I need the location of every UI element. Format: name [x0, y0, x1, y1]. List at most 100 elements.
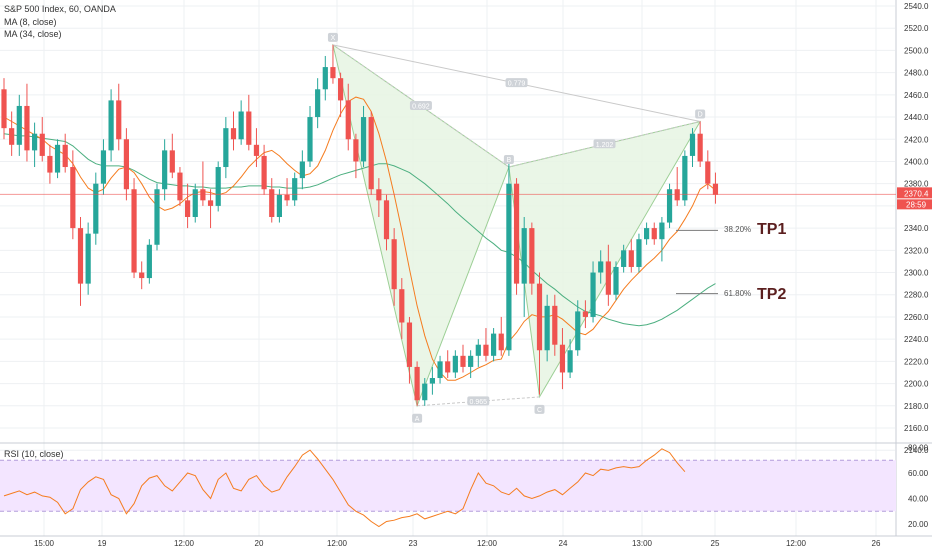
candle	[613, 261, 619, 301]
candle-body	[651, 228, 657, 240]
price-tick-label: 2480.0	[904, 69, 929, 78]
candle-body	[100, 150, 107, 184]
candle	[437, 355, 443, 384]
candle-body	[338, 78, 344, 101]
pattern-point-label: C	[537, 407, 542, 414]
pattern-point-label: D	[698, 111, 703, 118]
candle-body	[139, 272, 145, 279]
candles	[1, 44, 719, 406]
rsi-legend: RSI (10, close)	[4, 449, 64, 459]
target-lines	[676, 229, 718, 295]
price-tick-label: 2400.0	[904, 157, 929, 166]
candle	[559, 328, 566, 390]
price-tick-label: 2500.0	[904, 46, 929, 55]
price-tick-label: 2440.0	[904, 113, 929, 122]
candle	[284, 178, 290, 206]
pattern-point-a: A	[412, 413, 423, 423]
time-tick-label: 23	[409, 539, 418, 548]
candle	[223, 117, 229, 179]
candle-body	[598, 261, 604, 273]
candle-body	[682, 155, 688, 201]
candle	[253, 128, 260, 168]
candle	[445, 350, 451, 379]
time-tick-label: 13:00	[632, 539, 653, 548]
time-tick-label: 12:00	[477, 539, 498, 548]
price-tick-label: 2220.0	[904, 357, 929, 366]
candle	[162, 139, 168, 201]
candle-body	[192, 189, 198, 217]
candle-body	[207, 200, 214, 206]
candle	[177, 167, 183, 206]
candle-body	[16, 105, 22, 145]
pattern-point-b: B	[503, 155, 514, 165]
candle	[1, 78, 7, 140]
candle-body	[108, 100, 114, 151]
pattern-ratio-badge	[409, 100, 432, 110]
candle	[605, 244, 611, 306]
candle-body	[605, 261, 611, 295]
price-tick-label: 2300.0	[904, 269, 929, 278]
candle-body	[215, 167, 221, 206]
pattern-ratio: 0.692	[409, 100, 432, 110]
candle	[506, 161, 512, 356]
candle-body	[269, 189, 275, 217]
candle-body	[70, 167, 76, 229]
candle-body	[24, 105, 30, 151]
candle-body	[705, 161, 711, 184]
pattern-point-label: X	[331, 35, 336, 42]
candle	[54, 139, 61, 179]
candle-body	[391, 239, 397, 290]
candle	[659, 217, 665, 262]
candle-body	[559, 344, 566, 373]
ma8-line	[3, 96, 716, 381]
price-tick-label: 2540.0	[904, 2, 929, 11]
candle-body	[399, 289, 405, 323]
candle	[468, 350, 474, 379]
pattern-ratio-label: 0.779	[508, 81, 526, 88]
candle-body	[123, 139, 129, 190]
candle-body	[162, 150, 168, 190]
rsi-line	[3, 448, 686, 528]
candle	[575, 300, 581, 356]
candle	[628, 239, 634, 273]
pattern-ratio-badge	[593, 139, 616, 149]
candle-body	[238, 111, 244, 140]
price-axis: 2540.0 2520.0 2500.0 2480.0 2460.0 2440.0 2420…	[897, 2, 932, 455]
candle	[207, 189, 214, 229]
candle	[269, 178, 275, 223]
time-axis: 15:00 19 12:00 20 12:00 23 12:00 24 13:00 25 12:00…	[34, 539, 881, 548]
candle-body	[77, 228, 84, 284]
candle	[230, 111, 237, 151]
candle-body	[575, 311, 581, 351]
candle-body	[261, 155, 267, 190]
candle-body	[315, 89, 321, 118]
candle-body	[330, 67, 336, 79]
candle-body	[299, 161, 305, 179]
candle	[383, 194, 390, 251]
candle	[422, 378, 428, 406]
rsi-tick-label: 40.00	[908, 495, 929, 504]
candle	[307, 105, 313, 168]
candle	[345, 83, 351, 151]
candle	[16, 94, 22, 156]
candle-body	[468, 355, 474, 367]
countdown-tag: 28:59	[897, 199, 932, 210]
candle-body	[131, 189, 137, 273]
candle	[292, 172, 298, 206]
candle-body	[437, 361, 443, 379]
candle	[682, 150, 688, 206]
chart-title: S&P 500 Index, 60, OANDA	[4, 4, 116, 14]
candle-body	[146, 244, 152, 279]
candle	[536, 272, 543, 395]
candle	[674, 167, 680, 206]
candle-body	[185, 200, 191, 217]
pattern-ratio-badge	[467, 396, 490, 406]
candle	[154, 183, 160, 251]
candle-body	[307, 117, 313, 162]
candle	[697, 121, 703, 168]
pattern-ratio-line	[508, 121, 701, 168]
candle	[32, 122, 38, 168]
time-tick-label: 24	[559, 539, 568, 548]
tp2-percent: 61.80%	[724, 289, 752, 298]
